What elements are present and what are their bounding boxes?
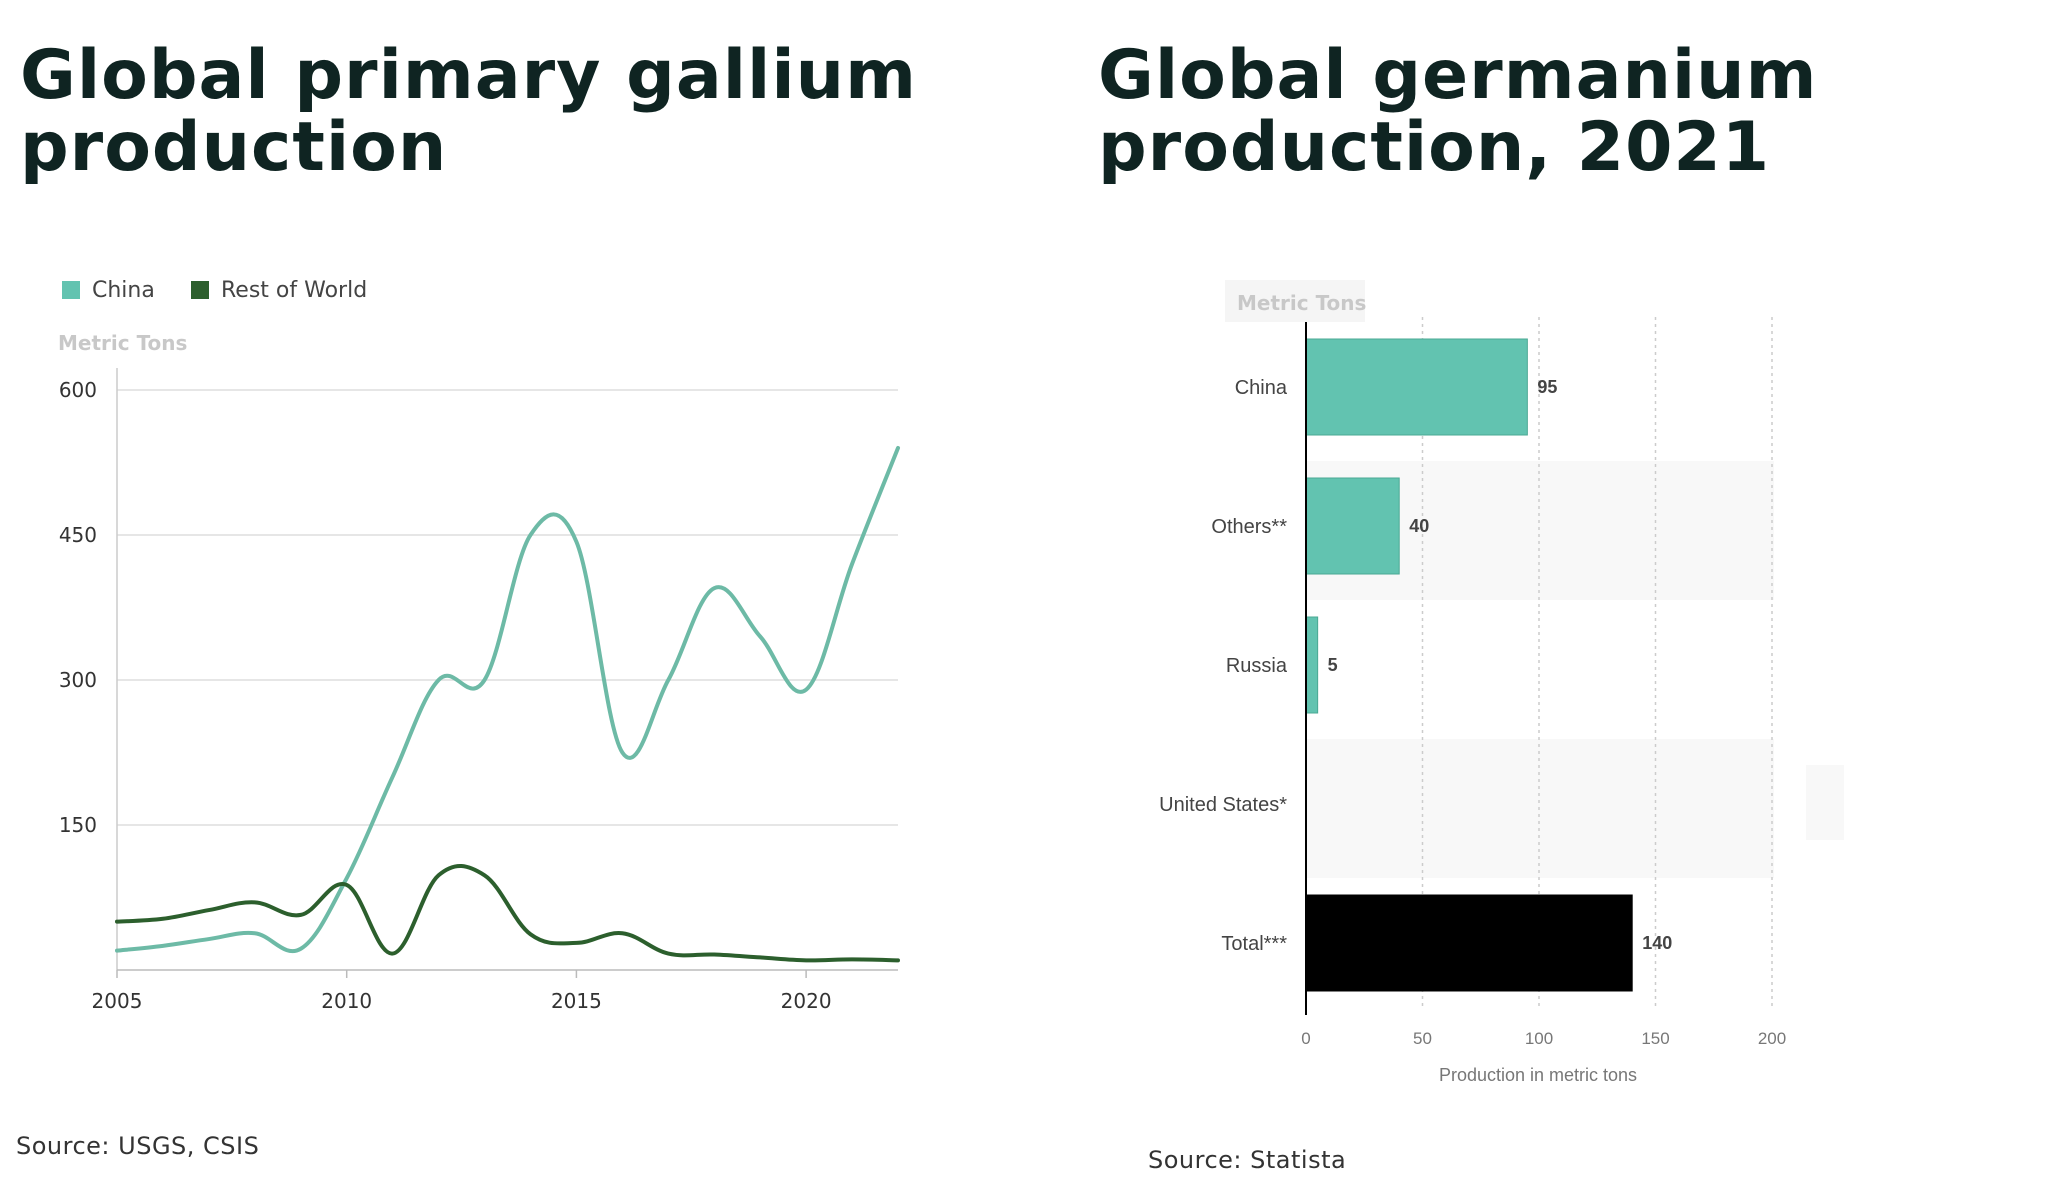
bar-russia — [1305, 616, 1319, 714]
x-tick-label: 150 — [1641, 1029, 1669, 1048]
gallium-chart-title: Global primary gallium production — [20, 36, 917, 187]
bar-total — [1305, 894, 1633, 992]
germanium-bar-chart: Metric Tons China Others** Russia United St… — [1159, 280, 1844, 1085]
y-tick-label: 150 — [59, 813, 97, 837]
y-tick-label: 600 — [59, 378, 97, 402]
bars — [1305, 338, 1633, 992]
x-tick-label: 2010 — [321, 989, 372, 1013]
value-label: 140 — [1642, 933, 1672, 953]
value-label: 95 — [1537, 377, 1557, 397]
value-label: 40 — [1409, 516, 1429, 536]
category-label: Russia — [1226, 655, 1288, 677]
legend-china-label: China — [92, 278, 155, 303]
x-tick-label: 2005 — [92, 989, 143, 1013]
value-label: 5 — [1328, 655, 1338, 675]
x-tick-label: 2020 — [781, 989, 832, 1013]
source-note-right: Source: Statista — [1148, 1146, 1347, 1174]
y-tick-labels: 150 300 450 600 — [59, 378, 97, 837]
legend-china-swatch — [62, 281, 80, 299]
legend-rest-of-world-swatch — [191, 281, 209, 299]
value-labels: 95 40 5 140 — [1328, 377, 1673, 953]
x-tick-labels: 2005 2010 2015 2020 — [92, 970, 832, 1013]
x-tick-label: 200 — [1758, 1029, 1786, 1048]
bar-china — [1305, 338, 1528, 436]
y-axis-unit-label: Metric Tons — [58, 331, 187, 355]
unit-label: Metric Tons — [1237, 291, 1366, 315]
legend: China Rest of World — [62, 278, 367, 303]
unit-label-background — [1225, 280, 1365, 322]
x-tick-label: 50 — [1413, 1029, 1432, 1048]
y-gridlines — [117, 389, 898, 826]
series-line-rest-of-world — [115, 864, 900, 963]
gallium-line-chart: China Rest of World Metric Tons 150 300 45… — [58, 278, 900, 1013]
germanium-chart-title: Global germanium production, 2021 — [1098, 36, 1818, 187]
x-tick-label: 2015 — [551, 989, 602, 1013]
category-label: Total*** — [1221, 933, 1287, 955]
legend-rest-of-world-label: Rest of World — [221, 278, 367, 303]
source-note-left: Source: USGS, CSIS — [16, 1132, 260, 1160]
category-label: Others** — [1211, 516, 1287, 538]
category-label: China — [1235, 377, 1288, 399]
row-band — [1306, 739, 1774, 878]
bar-others — [1305, 477, 1400, 575]
row-bands — [1306, 461, 1844, 878]
series-line-china — [115, 446, 900, 953]
series-lines — [115, 446, 900, 963]
y-tick-label: 450 — [59, 523, 97, 547]
row-band-extension — [1806, 765, 1844, 840]
category-labels: China Others** Russia United States* Total**… — [1159, 377, 1288, 955]
x-tick-label: 0 — [1301, 1029, 1310, 1048]
category-label: United States* — [1159, 794, 1287, 816]
x-tick-label: 100 — [1525, 1029, 1553, 1048]
y-tick-label: 300 — [59, 668, 97, 692]
x-axis-title: Production in metric tons — [1439, 1065, 1637, 1085]
x-tick-labels: 0 50 100 150 200 — [1301, 1029, 1786, 1048]
